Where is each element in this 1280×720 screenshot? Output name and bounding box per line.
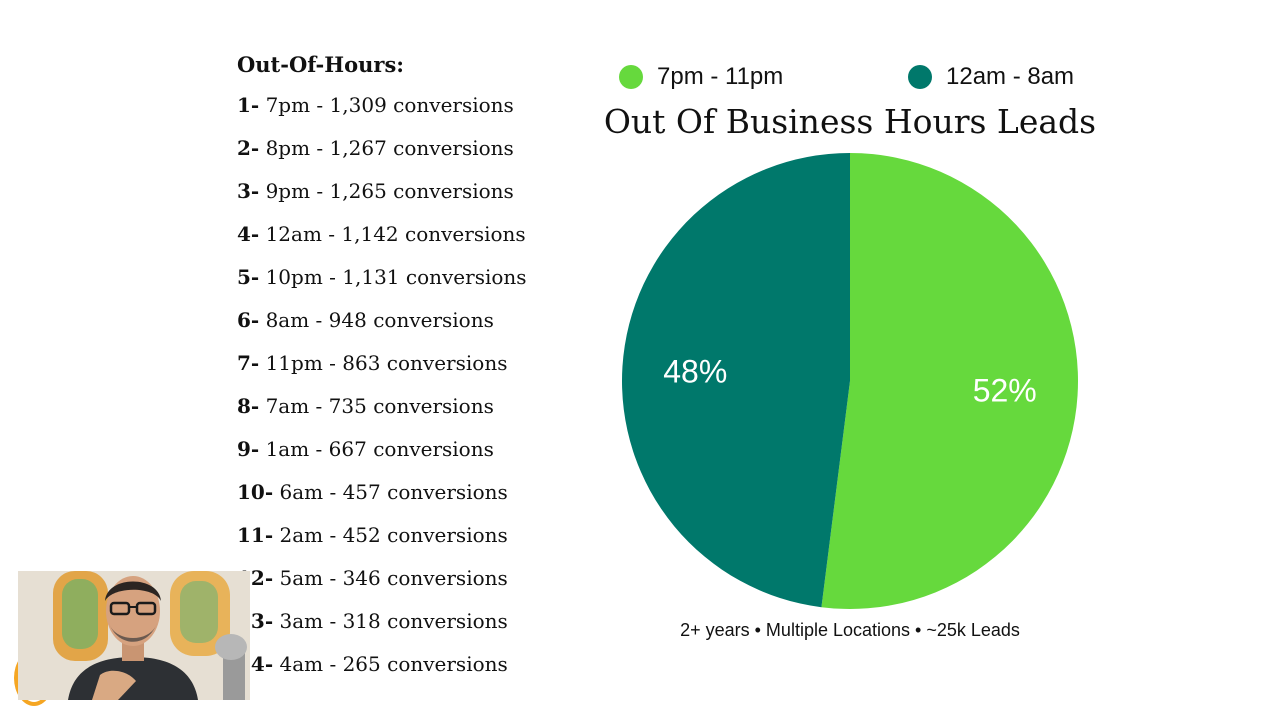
list-item: 10- 6am - 457 conversions <box>237 471 527 514</box>
list-item: 3- 9pm - 1,265 conversions <box>237 170 527 213</box>
pie-slice-7pm-11pm <box>821 153 1079 610</box>
list-item-rank: 11- <box>237 523 274 547</box>
list-item: 4- 12am - 1,142 conversions <box>237 213 527 256</box>
list-item-text: 11pm - 863 conversions <box>265 351 508 375</box>
list-item: 11- 2am - 452 conversions <box>237 514 527 557</box>
list-item: 8- 7am - 735 conversions <box>237 385 527 428</box>
list-title: Out-Of-Hours: <box>237 52 405 77</box>
list-item-text: 5am - 346 conversions <box>279 566 508 590</box>
list-item-rank: 8- <box>237 394 260 418</box>
list-item-text: 2am - 452 conversions <box>279 523 508 547</box>
list-item-text: 12am - 1,142 conversions <box>265 222 526 246</box>
list-item-text: 8am - 948 conversions <box>265 308 494 332</box>
list-item-rank: 4- <box>237 222 260 246</box>
list-item-rank: 1- <box>237 93 260 117</box>
legend-item-7pm-11pm: 7pm - 11pm <box>619 62 783 92</box>
legend-label: 12am - 8am <box>946 63 1075 90</box>
legend-item-12am-8am: 12am - 8am <box>908 62 1074 92</box>
ranked-conversion-list: Out-Of-Hours: 1- 7pm - 1,309 conversions… <box>237 46 527 686</box>
list-item-text: 10pm - 1,131 conversions <box>265 265 527 289</box>
list-item-rank: 7- <box>237 351 260 375</box>
list-item-text: 3am - 318 conversions <box>279 609 508 633</box>
list-item: 14- 4am - 265 conversions <box>237 643 527 686</box>
chart-title: Out Of Business Hours Leads <box>603 102 1097 141</box>
list-item-text: 8pm - 1,267 conversions <box>265 136 514 160</box>
legend-label: 7pm - 11pm <box>657 63 784 90</box>
list-item-rank: 6- <box>237 308 260 332</box>
webcam-overlay <box>18 571 250 700</box>
list-item-rank: 10- <box>237 480 274 504</box>
list-item-text: 1am - 667 conversions <box>265 437 494 461</box>
list-item: 7- 11pm - 863 conversions <box>237 342 527 385</box>
list-item-rank: 2- <box>237 136 260 160</box>
list-item-text: 4am - 265 conversions <box>279 652 508 676</box>
list-item-rank: 9- <box>237 437 260 461</box>
pie-slice-percent-label: 52% <box>973 373 1037 409</box>
pie-slice-12am-8am <box>622 153 850 608</box>
chart-caption: 2+ years • Multiple Locations • ~25k Lea… <box>680 620 1020 640</box>
list-item: 9- 1am - 667 conversions <box>237 428 527 471</box>
list-item: 5- 10pm - 1,131 conversions <box>237 256 527 299</box>
list-item: 6- 8am - 948 conversions <box>237 299 527 342</box>
legend-swatch <box>619 65 643 89</box>
list-item-text: 9pm - 1,265 conversions <box>265 179 514 203</box>
legend-swatch <box>908 65 932 89</box>
list-item-text: 7pm - 1,309 conversions <box>265 93 514 117</box>
list-item-rank: 3- <box>237 179 260 203</box>
list-item-text: 6am - 457 conversions <box>279 480 508 504</box>
pie-slice-percent-label: 48% <box>663 353 727 389</box>
list-item-rank: 5- <box>237 265 260 289</box>
list-item-text: 7am - 735 conversions <box>265 394 494 418</box>
list-item: 2- 8pm - 1,267 conversions <box>237 127 527 170</box>
list-item: 1- 7pm - 1,309 conversions <box>237 84 527 127</box>
